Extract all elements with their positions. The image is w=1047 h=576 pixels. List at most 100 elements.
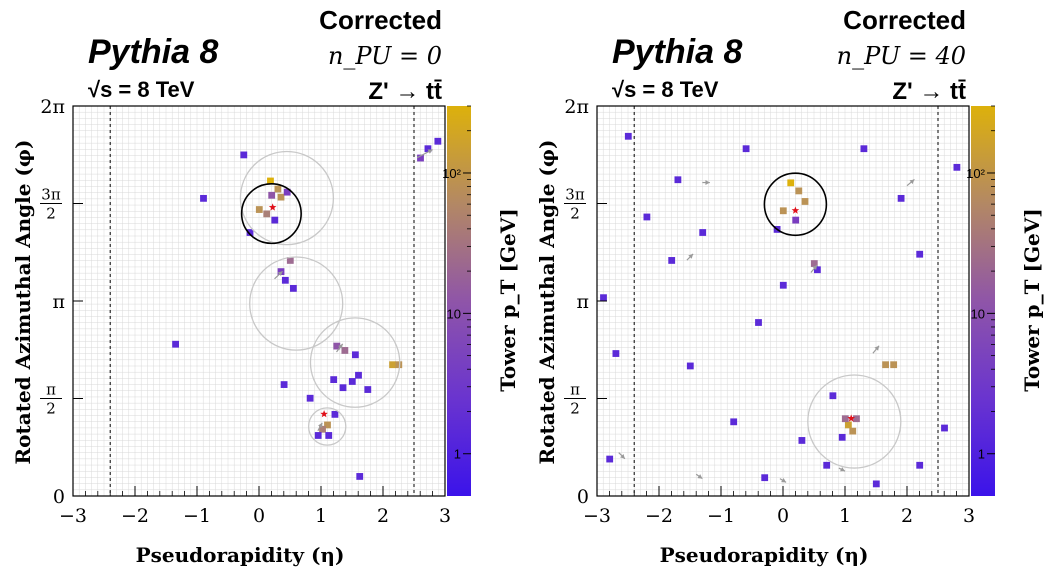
left-y-tick-label: 0	[53, 486, 65, 508]
left-y-tick-label: π	[53, 291, 66, 313]
right-x-tick-label: 1	[839, 505, 851, 527]
right-tower-cell	[600, 294, 607, 302]
left-colorbar-tick-label: 1	[454, 447, 461, 462]
left-colorbar-tick-label: 10²	[442, 166, 461, 181]
left-arrows	[274, 149, 433, 432]
left-tower-cell	[277, 268, 285, 276]
right-tower-cell	[606, 455, 614, 463]
right-tower-cell	[755, 319, 762, 326]
right-tower-cell	[798, 437, 806, 444]
left-tower-cell	[200, 194, 207, 202]
right-tower-cell	[801, 198, 809, 205]
right-process-label: Z' → tt̄	[892, 78, 966, 105]
right-arrow-head	[705, 180, 710, 185]
right-colorbar-tick-label: 10	[971, 306, 985, 321]
right-colorbar-tick-label: 10²	[966, 166, 985, 181]
left-colorbar-gradient	[447, 106, 471, 496]
right-tower-cell	[624, 132, 632, 140]
right-colorbar-tick-label: 1	[978, 447, 985, 462]
right-y-axis-label: Rotated Azimuthal Angle (φ)	[535, 140, 559, 465]
left-x-tick-label: 0	[253, 505, 265, 527]
left-y-tick-label-numerator: π	[46, 381, 56, 399]
left-arrow-head	[427, 149, 433, 154]
left-colorbar: 1 10 10²	[442, 105, 471, 496]
left-tower-cell	[240, 151, 248, 159]
left-arrow-head	[338, 343, 343, 349]
left-star-markers	[268, 203, 328, 418]
left-arrow-head	[277, 271, 283, 277]
right-tower-cell	[730, 418, 738, 426]
left-x-tick-label: 1	[315, 505, 327, 527]
left-jet-circle	[307, 407, 347, 446]
left-tower-cell	[339, 384, 347, 392]
right-x-axis-label: Pseudorapidity (η)	[660, 543, 869, 567]
left-tower-cell	[280, 381, 288, 388]
right-x-tick-label: −3	[583, 505, 611, 527]
right-tower-cell	[674, 176, 682, 184]
right-arrow-head	[697, 474, 703, 479]
left-tower-cell	[325, 432, 333, 439]
left-tower-cell	[356, 473, 364, 480]
right-plot-area	[596, 105, 970, 497]
right-tower-cell	[792, 216, 800, 224]
right-tower-cell	[643, 213, 651, 221]
right-arrow-head	[840, 467, 845, 472]
left-tower-cell	[395, 361, 403, 369]
left-y-axis-label: Rotated Azimuthal Angle (φ)	[11, 140, 35, 465]
right-jet-circles	[763, 172, 902, 469]
right-x-tick-label: −2	[645, 505, 673, 527]
left-tower-cell	[434, 137, 442, 145]
right-colorbar-gradient	[971, 106, 995, 496]
left-tower-cell	[341, 347, 349, 354]
left-tower-cell	[331, 410, 339, 418]
left-jet-circle	[309, 317, 401, 408]
right-tower-cell	[882, 361, 889, 369]
left-tower-cell	[283, 188, 291, 196]
right-tower-cell	[742, 145, 750, 153]
right-tower-cell	[814, 266, 821, 274]
right-tower-cell	[897, 194, 905, 202]
left-x-tick-label: 2	[377, 505, 389, 527]
left-tower-cell	[286, 257, 294, 264]
right-arrow-head	[909, 179, 915, 185]
left-y-tick-label-denominator: 2	[46, 205, 56, 223]
left-tower-cell	[268, 191, 276, 199]
left-tower-cells	[172, 137, 442, 480]
left-star-marker	[268, 203, 277, 211]
left-tower-cell	[348, 378, 356, 385]
right-eta-boundaries	[633, 106, 939, 496]
left-tower-cell	[277, 193, 285, 201]
left-jet-circle	[239, 150, 335, 246]
right-arrow-head	[620, 453, 625, 459]
right-star-marker	[791, 206, 800, 214]
left-tower-cell	[355, 371, 362, 379]
left-grid	[72, 105, 446, 497]
right-x-tick-label: 2	[901, 505, 913, 527]
right-star-marker	[847, 414, 855, 422]
right-tower-cell	[779, 281, 787, 289]
left-colorbar-tick-label: 10	[447, 306, 461, 321]
right-y-tick-label-denominator: 2	[570, 205, 580, 223]
left-tower-cell	[417, 154, 424, 162]
left-tower-cell	[330, 376, 338, 384]
left-x-tick-label: −3	[59, 505, 87, 527]
left-tower-cell	[314, 432, 322, 439]
right-tower-cell	[699, 229, 707, 236]
left-y-tick-label-denominator: 2	[46, 400, 56, 418]
right-x-tick-label: −1	[707, 505, 735, 527]
right-jet-circle	[763, 172, 828, 237]
left-plot-area	[72, 105, 446, 497]
right-y-tick-label: 2π	[564, 96, 589, 118]
right-colorbar: 1 10 10²	[966, 105, 995, 496]
right-tower-cell	[872, 480, 880, 488]
left-tower-cell	[424, 145, 432, 153]
left-tower-cell	[290, 284, 297, 292]
left-tower-cell	[306, 394, 314, 402]
left-tower-cell	[319, 425, 326, 433]
left-z-axis-label: Tower p_T [GeV]	[496, 208, 520, 391]
right-y-tick-label-denominator: 2	[570, 400, 580, 418]
